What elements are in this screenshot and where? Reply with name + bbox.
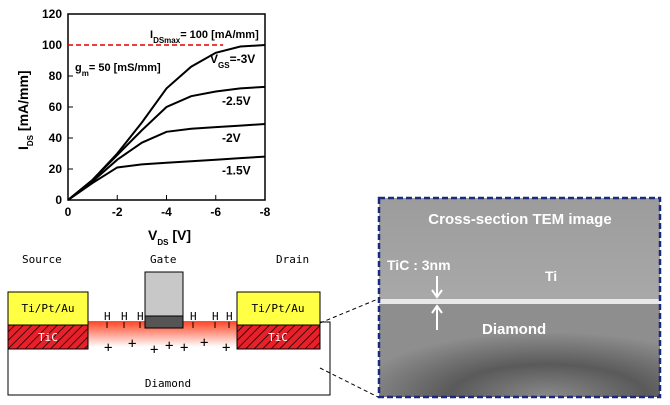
gate-oxide bbox=[144, 315, 184, 329]
gate-metal bbox=[144, 271, 184, 317]
label-rest: [V] bbox=[168, 227, 191, 243]
label-rest: = 50 [mS/mm] bbox=[89, 62, 161, 74]
zoom-line bbox=[319, 367, 379, 398]
plus: + bbox=[200, 335, 208, 351]
plus: + bbox=[180, 340, 188, 356]
zoom-line bbox=[319, 298, 379, 324]
series-label: -1.5V bbox=[222, 164, 251, 178]
series-line bbox=[67, 123, 266, 201]
tem-tic-label: TiC : 3nm bbox=[387, 257, 451, 273]
series-label: -2V bbox=[222, 131, 241, 145]
tem-title: Cross-section TEM image bbox=[428, 211, 611, 228]
series-line bbox=[67, 155, 266, 201]
plus: + bbox=[128, 336, 136, 352]
label-rest: = 100 [mA/mm] bbox=[180, 29, 259, 41]
tic-label: TiC bbox=[38, 331, 58, 344]
source-tic bbox=[7, 324, 89, 350]
tem-diamond-label: Diamond bbox=[482, 321, 546, 338]
plus: + bbox=[165, 338, 173, 354]
source-label: Source bbox=[22, 253, 62, 266]
arrow bbox=[431, 304, 443, 330]
y-tick-label: 0 bbox=[55, 193, 62, 207]
x-tick-label: -4 bbox=[161, 205, 172, 219]
drain-metal bbox=[236, 291, 321, 326]
drain-label: Drain bbox=[276, 253, 309, 266]
y-axis-label: IDS [mA/mm] bbox=[15, 70, 35, 150]
tem-tic-layer bbox=[379, 299, 660, 304]
h-label: H bbox=[190, 310, 197, 323]
arrow bbox=[431, 276, 443, 299]
annotation: IDSmax= 100 [mA/mm] bbox=[150, 29, 259, 45]
plus: + bbox=[150, 342, 158, 358]
substrate-label: Diamond bbox=[145, 377, 191, 390]
h-label: H bbox=[137, 310, 144, 323]
plus: + bbox=[222, 340, 230, 356]
y-tick-label: 80 bbox=[49, 69, 63, 83]
tem-image: Cross-section TEM image TiC : 3nm Ti Dia… bbox=[377, 196, 662, 399]
y-tick-label: 100 bbox=[42, 38, 62, 52]
x-tick-label: 0 bbox=[65, 205, 72, 219]
x-axis-label: VDS [V] bbox=[148, 227, 191, 247]
label-main: I bbox=[150, 29, 153, 41]
h-label: H bbox=[226, 310, 233, 323]
x-tick-label: -8 bbox=[260, 205, 271, 219]
label-rest: [mA/mm] bbox=[15, 70, 31, 135]
label-sub: m bbox=[82, 69, 89, 78]
h-label: H bbox=[104, 310, 111, 323]
label-sub: GS bbox=[218, 61, 230, 70]
drain-tic bbox=[236, 324, 321, 350]
series-line bbox=[67, 85, 266, 201]
label-main: V bbox=[210, 52, 218, 66]
label-main: I bbox=[15, 146, 31, 150]
y-tick-label: 60 bbox=[49, 100, 63, 114]
tem-ti-label: Ti bbox=[545, 268, 557, 284]
metal-label: Ti/Pt/Au bbox=[22, 302, 75, 315]
label-main: g bbox=[75, 62, 82, 74]
gate-label: Gate bbox=[150, 253, 177, 266]
tem-diamond bbox=[379, 304, 660, 397]
series-name: -3V bbox=[237, 52, 256, 66]
label-rest: = bbox=[230, 52, 237, 66]
x-tick-label: -2 bbox=[112, 205, 123, 219]
label-sub: DS bbox=[157, 238, 169, 247]
device-diagram: Source Gate Drain Ti/Pt/Au Ti/Pt/Au TiC … bbox=[7, 253, 379, 398]
y-tick-label: 20 bbox=[49, 162, 63, 176]
label-main: V bbox=[148, 227, 158, 243]
series-label: VGS=-3V bbox=[210, 52, 255, 70]
metal-label: Ti/Pt/Au bbox=[252, 302, 305, 315]
h-label: H bbox=[121, 310, 128, 323]
h-atoms: H H H H H H+ + + + + + + bbox=[104, 310, 233, 358]
tem-border bbox=[377, 196, 662, 399]
series-label: -2.5V bbox=[222, 94, 251, 108]
x-tick-label: -6 bbox=[210, 205, 221, 219]
h-label: H bbox=[212, 310, 219, 323]
plus: + bbox=[104, 340, 112, 356]
label-sub: DS bbox=[26, 134, 35, 146]
annotation: gm= 50 [mS/mm] bbox=[75, 62, 161, 78]
y-tick-label: 40 bbox=[49, 131, 63, 145]
label-sub: DSmax bbox=[153, 36, 181, 45]
tic-label: TiC bbox=[268, 331, 288, 344]
y-tick-label: 120 bbox=[42, 7, 62, 21]
